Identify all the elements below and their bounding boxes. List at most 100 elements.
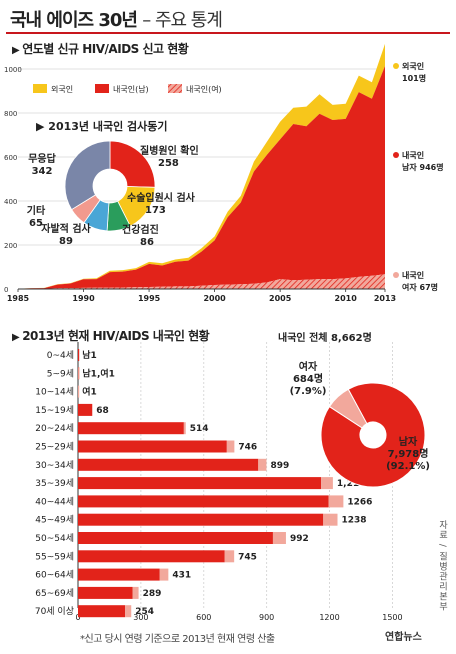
bar-value-label: 746 — [238, 443, 257, 453]
bar-value-label: 431 — [172, 571, 191, 581]
annotation-dot — [393, 63, 399, 69]
bar-category-label: 0~4세 — [47, 350, 74, 361]
area-series-female — [18, 274, 385, 289]
gender-slice-value: 7,978명 — [388, 447, 429, 460]
bar-x-tick-label: 300 — [133, 613, 148, 622]
bar-male — [78, 349, 80, 361]
x-tick-label: 2013 — [374, 294, 396, 303]
donut-slice-label: 수술입원시 검사 — [127, 191, 196, 204]
donut-slice — [109, 140, 156, 188]
bar-category-label: 50~54세 — [35, 533, 74, 544]
bar-male — [78, 550, 225, 563]
bar-category-label: 70세 이상 — [35, 606, 74, 617]
bar-value-label: 남1,여1 — [82, 367, 115, 379]
page-title: 국내 에이즈 30년 – 주요 통계 — [10, 6, 223, 32]
bar-male — [78, 440, 227, 453]
section-title-yearly-text: 연도별 신규 HIV/AIDS 신고 현황 — [22, 42, 189, 56]
source-note: 자료 / 질병관리본부 — [437, 520, 447, 612]
bar-male — [78, 403, 93, 416]
bar-value-label: 68 — [96, 406, 109, 416]
donut-slice-value: 86 — [140, 237, 154, 248]
bar-category-label: 45~49세 — [35, 515, 74, 526]
annotation-value: 여자 67명 — [402, 282, 438, 292]
donut-slice-label: 무응답 — [28, 153, 56, 165]
bar-value-label: 남1 — [82, 349, 97, 361]
bar-female — [78, 367, 80, 380]
bar-female — [132, 586, 139, 599]
annotation-label: 내국인 — [402, 150, 424, 160]
bar-category-label: 60~64세 — [35, 570, 74, 581]
bar-male — [78, 532, 273, 544]
bar-female — [323, 513, 338, 526]
triangle-icon: ▶ — [12, 332, 20, 343]
gender-slice — [320, 382, 426, 488]
x-tick-label: 1990 — [72, 294, 95, 303]
bar-value-label: 1266 — [347, 497, 372, 507]
bar-category-label: 20~24세 — [35, 423, 74, 434]
area-series-male — [18, 66, 385, 289]
gender-slice-pct: (7.9%) — [290, 386, 327, 397]
y-tick-label: 600 — [4, 154, 17, 162]
bar-male — [78, 477, 322, 490]
y-tick-label: 400 — [4, 198, 17, 206]
y-tick-label: 800 — [4, 110, 17, 118]
donut-slice-value: 89 — [59, 236, 73, 247]
x-tick-label: 2005 — [269, 294, 292, 303]
gender-donut-title: 내국인 전체 8,662명 — [278, 331, 372, 344]
triangle-icon: ▶ — [12, 45, 20, 56]
bar-male — [78, 458, 259, 471]
bar-value-label: 254 — [135, 607, 154, 617]
x-tick-label: 2000 — [203, 294, 226, 303]
annotation-label: 내국인 — [402, 270, 424, 280]
bar-female — [78, 385, 80, 398]
gender-slice-name: 여자 — [299, 360, 318, 373]
bar-female — [321, 477, 333, 490]
donut-title: ▶ 2013년 내국인 검사동기 — [36, 119, 168, 133]
page-subtitle: – 주요 통계 — [142, 10, 223, 31]
bar-value-label: 745 — [238, 552, 257, 562]
bar-category-label: 55~59세 — [35, 551, 74, 562]
bar-female — [258, 458, 267, 471]
bar-male — [78, 495, 329, 508]
bar-category-label: 10~14세 — [35, 387, 74, 398]
donut-slice-label: 질병원인 확인 — [140, 144, 199, 157]
bar-male — [78, 513, 324, 526]
bar-value-label: 899 — [270, 461, 289, 471]
bar-value-label: 992 — [290, 534, 309, 544]
donut-slice-label: 기타 — [27, 204, 46, 217]
gender-slice-name: 남자 — [399, 435, 418, 448]
bar-value-label: 1238 — [342, 516, 367, 526]
bar-male — [78, 586, 133, 599]
legend-swatch — [168, 84, 182, 93]
donut-slice-value: 173 — [145, 205, 166, 216]
bar-female — [272, 532, 286, 544]
gender-slice-pct: (92.1%) — [386, 461, 430, 472]
y-tick-label: 1000 — [4, 66, 22, 74]
bar-female — [328, 495, 344, 508]
bar-female — [159, 568, 169, 581]
donut-slice-value: 65 — [29, 218, 43, 229]
annotation-dot — [393, 152, 399, 158]
legend-swatch — [95, 84, 109, 93]
bar-category-label: 65~69세 — [35, 588, 74, 599]
x-tick-label: 1995 — [138, 294, 161, 303]
bar-value-label: 1,216 — [337, 479, 365, 489]
donut-slice-label: 건강검진 — [122, 223, 159, 236]
bar-x-tick-label: 1200 — [319, 613, 339, 622]
bar-x-tick-label: 0 — [75, 613, 80, 622]
page-title-text: 국내 에이즈 30년 — [10, 10, 138, 31]
bar-female — [183, 422, 186, 435]
footnote: *신고 당시 연령 기준으로 2013년 현재 연령 산출 — [80, 634, 275, 645]
bar-female — [224, 550, 235, 563]
bar-female — [226, 440, 235, 453]
annotation-label: 외국인 — [402, 61, 424, 71]
bar-male — [78, 568, 160, 581]
bar-value-label: 289 — [143, 589, 162, 599]
bar-x-tick-label: 900 — [259, 613, 274, 622]
annotation-value: 101명 — [402, 73, 426, 83]
bar-male — [78, 605, 126, 618]
section-title-age: ▶ 2013년 현재 HIV/AIDS 내국인 현황 — [12, 327, 210, 344]
bar-category-label: 30~34세 — [35, 460, 74, 471]
bar-female — [125, 605, 132, 618]
